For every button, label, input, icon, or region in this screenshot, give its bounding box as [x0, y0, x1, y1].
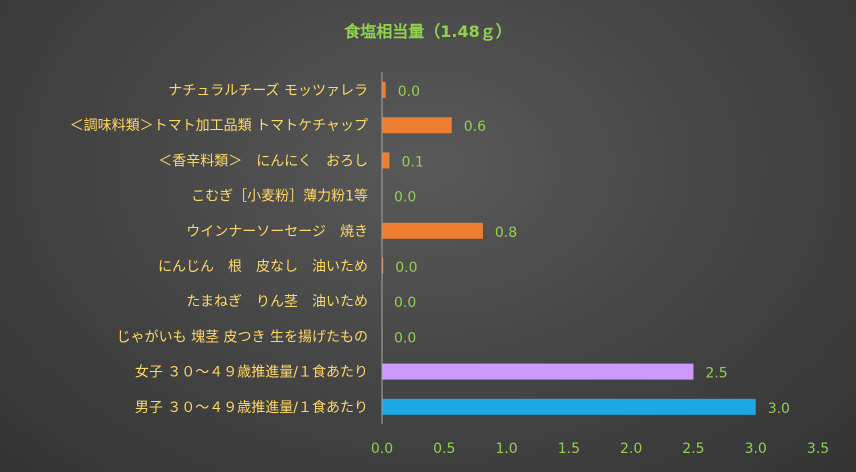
category-label-0: ナチュラルチーズ モッツァレラ: [168, 83, 368, 99]
value-label-7: 0.0: [394, 330, 416, 346]
bar-5: [382, 258, 384, 274]
category-label-9: 男子 ３０～４９歳推進量/１食あたり: [135, 399, 368, 416]
category-label-5: にんじん 根 皮なし 油いため: [158, 259, 368, 275]
x-tick-label-2: 1.0: [495, 441, 517, 457]
value-label-4: 0.8: [495, 225, 517, 241]
category-label-2: ＜香辛料類＞ にんにく おろし: [158, 153, 368, 169]
category-label-3: こむぎ［小麦粉］薄力粉1等: [191, 188, 368, 205]
category-label-8: 女子 ３０～４９歳推進量/１食あたり: [135, 364, 368, 381]
x-tick-label-6: 3.0: [745, 441, 767, 457]
bar-2: [382, 152, 390, 169]
bar-4: [382, 222, 483, 239]
value-label-5: 0.0: [395, 260, 417, 276]
bars-group: [382, 82, 756, 415]
x-tick-label-1: 0.5: [433, 441, 455, 457]
value-label-1: 0.6: [464, 119, 486, 135]
value-label-2: 0.1: [401, 154, 423, 170]
value-label-9: 3.0: [768, 401, 790, 417]
x-axis-ticks: 0.0 0.5 1.0 1.5 2.0 2.5 3.0 3.5: [371, 441, 829, 457]
x-tick-label-7: 3.5: [807, 441, 829, 457]
category-labels: ナチュラルチーズ モッツァレラ ＜調味料類＞トマト加工品類 トマトケチャップ ＜香辛…: [70, 83, 368, 416]
x-tick-label-5: 2.5: [682, 441, 704, 457]
value-label-6: 0.0: [394, 295, 416, 311]
value-label-3: 0.0: [394, 190, 416, 206]
bar-8: [382, 363, 694, 380]
x-tick-label-0: 0.0: [371, 441, 393, 457]
bar-0: [382, 82, 386, 98]
category-label-1: ＜調味料類＞トマト加工品類 トマトケチャップ: [70, 118, 368, 134]
category-label-6: たまねぎ りん茎 油いため: [186, 294, 368, 310]
value-labels: 0.0 0.6 0.1 0.0 0.8 0.0 0.0 0.0 2.5 3.0: [394, 84, 790, 417]
value-label-8: 2.5: [705, 366, 727, 382]
value-label-0: 0.0: [398, 84, 420, 100]
bar-1: [382, 117, 452, 134]
category-label-4: ウインナーソーセージ 焼き: [186, 224, 368, 240]
category-label-7: じゃがいも 塊茎 皮つき 生を揚げたもの: [117, 328, 368, 345]
chart-title: 食塩相当量（1.48ｇ）: [343, 22, 511, 42]
x-tick-label-3: 1.5: [558, 441, 580, 457]
x-tick-label-4: 2.0: [620, 441, 642, 457]
bar-9: [382, 398, 756, 415]
